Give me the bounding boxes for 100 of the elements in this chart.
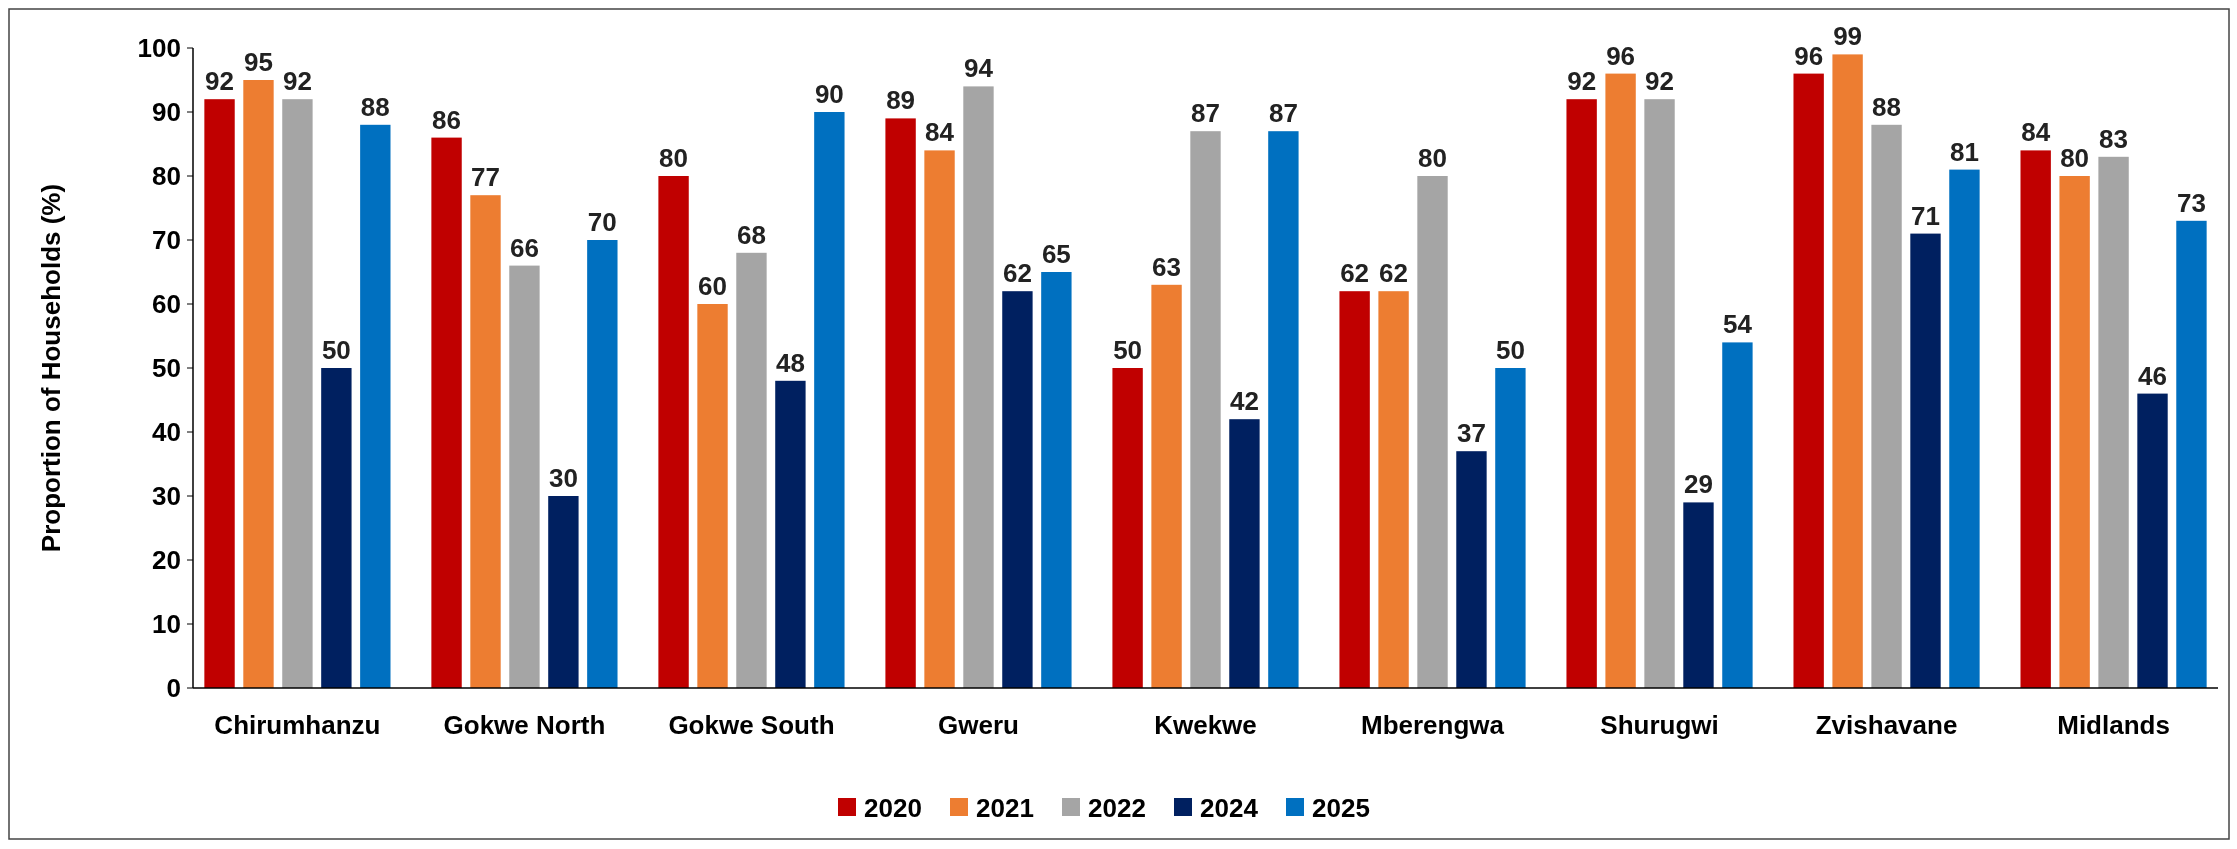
x-tick-label: Gokwe South [668,710,835,740]
data-label: 63 [1152,251,1182,282]
bar [1229,419,1260,688]
bar [470,195,501,688]
data-label: 50 [1495,335,1525,365]
bar [2020,150,2051,688]
bar [814,112,845,688]
data-label: 95 [244,47,273,77]
legend-label: 2024 [1200,793,1259,824]
bar [658,176,689,688]
data-label: 66 [509,232,539,263]
y-tick-label: 20 [152,545,181,576]
data-label: 54 [1722,309,1753,340]
y-axis-title: Proportion of Households (%) [36,183,66,553]
bar [1832,54,1863,688]
data-label: 83 [2099,123,2129,154]
y-tick-label: 40 [152,417,181,448]
data-label: 71 [1911,200,1940,231]
data-label: 65 [1041,239,1071,269]
data-label: 99 [1833,21,1863,52]
y-tick-label: 90 [152,97,181,128]
data-label: 77 [471,162,500,193]
bar [1112,368,1143,688]
data-label: 94 [964,53,994,84]
y-tick-label: 100 [137,33,181,64]
data-label: 92 [1567,66,1597,97]
data-label: 81 [1949,136,1979,167]
bar [2137,393,2168,688]
bar [1910,233,1941,688]
bar [431,137,462,688]
data-label: 87 [1191,98,1220,129]
legend-label: 2021 [976,793,1034,824]
bar [282,99,313,688]
y-tick-label: 10 [152,609,181,640]
y-tick-label: 50 [152,353,181,384]
data-label: 70 [587,207,617,237]
bar [1566,99,1597,688]
bar [509,265,540,688]
bar [360,124,391,688]
bar [1722,342,1753,688]
bar [924,150,955,688]
bar [775,380,806,688]
x-tick-label: Midlands [2057,710,2170,740]
data-label: 48 [775,347,805,378]
x-tick-label: Gokwe North [443,710,606,740]
bar [2098,156,2129,688]
y-tick-label: 30 [152,481,181,512]
data-label: 62 [1002,258,1032,289]
bar [1268,131,1299,688]
data-label: 73 [2177,187,2206,218]
x-tick-label: Zvishavane [1815,710,1958,740]
bar [2059,176,2090,688]
data-label: 84 [925,117,955,148]
y-tick-label: 70 [152,225,181,256]
data-label: 90 [814,79,844,109]
data-label: 89 [886,85,916,116]
data-label: 37 [1457,418,1486,449]
data-label: 88 [1872,91,1902,122]
x-tick-label: Gweru [938,710,1019,740]
legend-label: 2025 [1312,793,1370,824]
legend-label: 2020 [864,793,922,824]
data-label: 68 [737,219,766,250]
data-label: 92 [1645,66,1674,97]
bar [1417,176,1448,688]
bar [204,99,235,688]
x-tick-label: Kwekwe [1154,710,1257,740]
bar [1793,73,1824,688]
data-label: 29 [1684,469,1713,500]
bar [1644,99,1675,688]
bar [1190,131,1221,688]
bar [1456,451,1487,688]
data-label: 84 [2021,117,2051,148]
y-tick-label: 80 [152,161,181,192]
x-tick-label: Mberengwa [1361,710,1505,740]
data-label: 46 [2138,360,2167,391]
data-label: 80 [659,143,689,173]
y-tick-label: 60 [152,289,181,320]
data-label: 96 [1794,40,1824,71]
data-label: 50 [321,335,351,365]
x-tick-label: Shurugwi [1600,710,1719,740]
bar [1339,291,1370,688]
bar [1949,169,1980,688]
bar [1002,291,1033,688]
y-tick-label: 0 [166,673,181,704]
data-label: 60 [698,271,727,301]
bar [1871,124,1902,688]
data-label: 80 [2060,143,2090,173]
bar [1378,291,1409,688]
bar [1151,284,1182,688]
data-label: 92 [282,66,312,97]
data-label: 62 [1340,258,1370,289]
data-label: 96 [1606,40,1636,71]
bar [1495,368,1526,688]
bar [321,368,352,688]
data-label: 88 [360,91,390,122]
bar [963,86,994,688]
data-label: 86 [432,104,462,135]
bar [587,240,618,688]
bar [1605,73,1636,688]
bar [2176,220,2207,688]
